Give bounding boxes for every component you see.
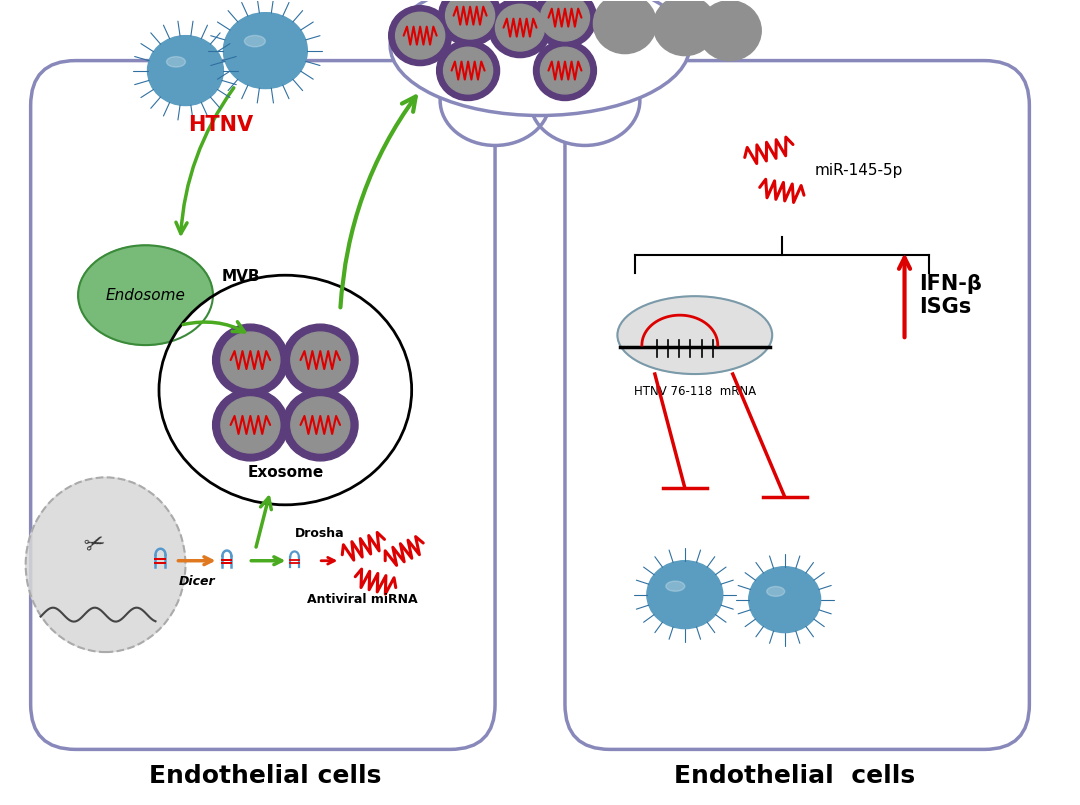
Ellipse shape [221, 397, 280, 453]
Ellipse shape [166, 56, 186, 67]
Ellipse shape [213, 324, 288, 396]
Ellipse shape [488, 0, 552, 58]
Ellipse shape [291, 332, 350, 388]
Text: Endothelial cells: Endothelial cells [149, 765, 381, 788]
Ellipse shape [78, 246, 213, 345]
Ellipse shape [395, 12, 445, 59]
Ellipse shape [540, 0, 590, 41]
Ellipse shape [221, 332, 280, 388]
Ellipse shape [444, 47, 492, 94]
Ellipse shape [213, 389, 288, 461]
Text: HTNV 76-118  mRNA: HTNV 76-118 mRNA [634, 385, 756, 398]
Text: Antiviral miRNA: Antiviral miRNA [307, 592, 418, 605]
Ellipse shape [438, 0, 501, 46]
Ellipse shape [283, 389, 359, 461]
Text: Dicer: Dicer [179, 575, 216, 588]
Ellipse shape [618, 296, 772, 374]
Ellipse shape [496, 4, 544, 51]
Text: MVB: MVB [221, 270, 259, 284]
Ellipse shape [540, 47, 590, 94]
Ellipse shape [389, 6, 451, 65]
Text: Endosome: Endosome [106, 287, 186, 303]
Ellipse shape [159, 275, 411, 505]
Ellipse shape [244, 35, 266, 47]
Ellipse shape [446, 0, 495, 39]
Ellipse shape [767, 587, 785, 597]
Ellipse shape [390, 0, 690, 115]
Ellipse shape [666, 581, 685, 592]
FancyBboxPatch shape [565, 60, 1029, 749]
Ellipse shape [291, 397, 350, 453]
Ellipse shape [699, 1, 761, 60]
Ellipse shape [441, 56, 550, 146]
Ellipse shape [283, 324, 359, 396]
Ellipse shape [653, 0, 716, 56]
FancyBboxPatch shape [30, 60, 495, 749]
Text: Endothelial  cells: Endothelial cells [674, 765, 915, 788]
Ellipse shape [436, 40, 500, 101]
Text: miR-145-5p: miR-145-5p [814, 163, 903, 178]
Ellipse shape [224, 13, 308, 89]
Ellipse shape [148, 35, 224, 105]
Ellipse shape [647, 561, 723, 629]
Text: IFN-β
ISGs: IFN-β ISGs [919, 274, 983, 317]
Text: Exosome: Exosome [247, 465, 323, 480]
Ellipse shape [748, 567, 821, 633]
Ellipse shape [530, 56, 639, 146]
Ellipse shape [534, 0, 596, 47]
Ellipse shape [593, 0, 657, 54]
Ellipse shape [534, 40, 596, 101]
Text: Drosha: Drosha [295, 526, 345, 540]
Text: HTNV: HTNV [188, 115, 253, 135]
Text: ✂: ✂ [82, 530, 109, 559]
Ellipse shape [26, 477, 186, 652]
